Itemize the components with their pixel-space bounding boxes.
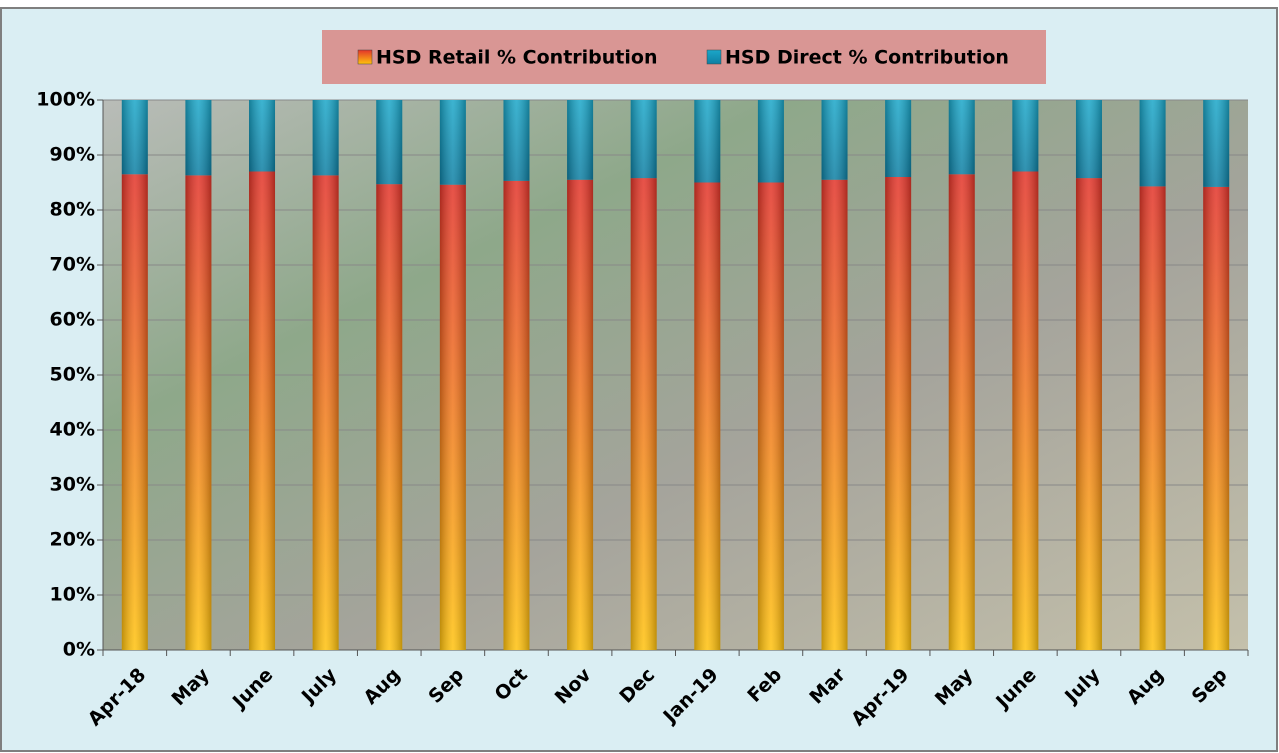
bar-shade [948, 100, 975, 175]
bar-shade [694, 182, 721, 650]
bar-shade [249, 100, 276, 172]
bar-shade [503, 100, 530, 181]
legend-label: HSD Retail % Contribution [376, 47, 657, 69]
bar-shade [630, 178, 657, 650]
bar-shade [376, 184, 403, 650]
y-tick-label: 40% [50, 419, 95, 441]
y-tick-label: 30% [50, 474, 95, 496]
bar-shade [757, 100, 784, 183]
y-tick-label: 100% [36, 89, 95, 111]
bar-shade [312, 175, 339, 650]
bar-shade [630, 100, 657, 179]
bar-shade [694, 100, 721, 183]
bar-shade [439, 100, 466, 185]
bar-shade [1012, 171, 1039, 650]
bar-shade [567, 100, 594, 180]
y-tick-label: 10% [50, 584, 95, 606]
bar-shade [503, 180, 530, 650]
bar-shade [1203, 100, 1230, 187]
bar-shade [121, 100, 148, 175]
bar-shade [121, 174, 148, 650]
bar-shade [1012, 100, 1039, 172]
bar-shade [948, 174, 975, 650]
legend-swatch [357, 49, 373, 65]
y-tick-label: 0% [63, 639, 95, 661]
bar-shade [1139, 100, 1166, 187]
y-tick-label: 50% [50, 364, 95, 386]
y-tick-label: 90% [50, 144, 95, 166]
bar-shade [185, 175, 212, 650]
bar-shade [185, 100, 212, 176]
bar-shade [567, 179, 594, 650]
bar-shade [249, 171, 276, 650]
bar-shade [1075, 100, 1102, 179]
bar-shade [1203, 186, 1230, 650]
legend: HSD Retail % Contribution HSD Direct % Co… [357, 47, 1009, 69]
bar-shade [885, 177, 912, 650]
bar-shade [376, 100, 403, 185]
y-tick-label: 70% [50, 254, 95, 276]
bar-shade [1139, 186, 1166, 650]
legend-swatch [706, 49, 722, 65]
legend-box [322, 30, 1046, 84]
bar-shade [757, 182, 784, 650]
legend-label: HSD Direct % Contribution [725, 47, 1009, 69]
bar-shade [821, 100, 848, 180]
y-tick-label: 80% [50, 199, 95, 221]
bar-shade [439, 184, 466, 650]
bar-shade [821, 179, 848, 650]
y-tick-label: 20% [50, 529, 95, 551]
y-tick-label: 60% [50, 309, 95, 331]
bar-shade [312, 100, 339, 176]
bar-shade [1075, 178, 1102, 650]
bar-shade [885, 100, 912, 177]
